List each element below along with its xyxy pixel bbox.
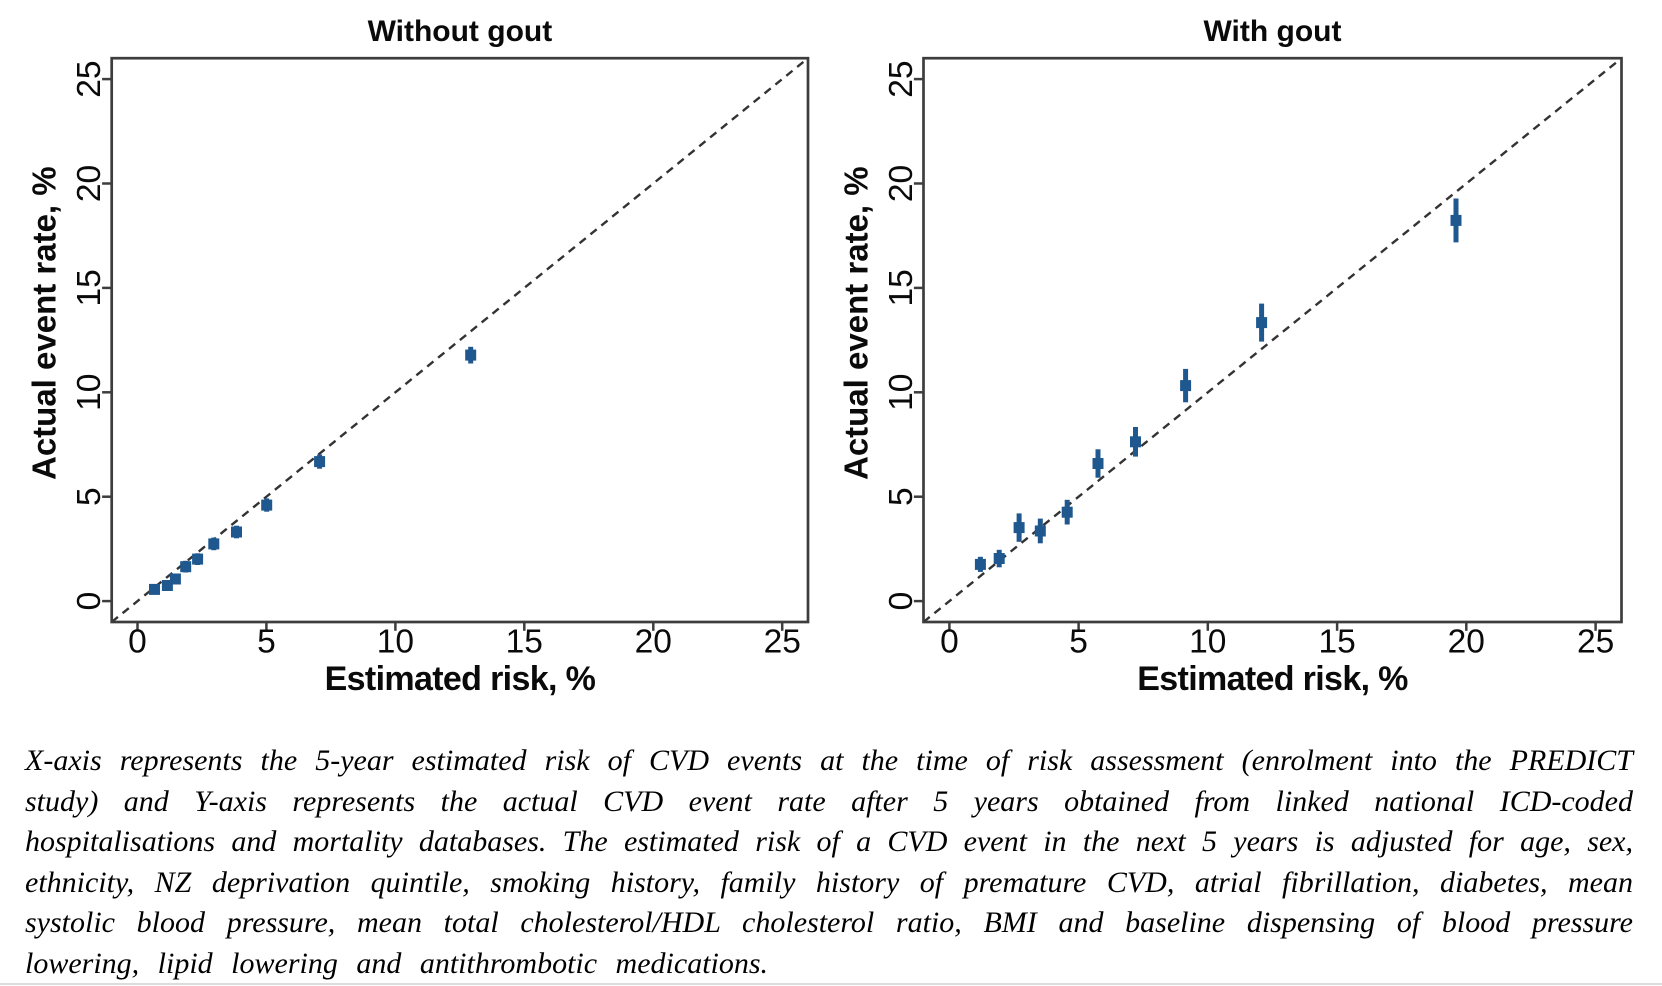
svg-text:15: 15 bbox=[1318, 624, 1355, 661]
svg-text:10: 10 bbox=[377, 624, 414, 661]
svg-text:20: 20 bbox=[71, 165, 108, 202]
svg-text:20: 20 bbox=[1448, 624, 1485, 661]
svg-text:5: 5 bbox=[257, 624, 276, 661]
svg-text:10: 10 bbox=[1189, 624, 1226, 661]
svg-text:Actual event rate, %: Actual event rate, % bbox=[26, 166, 63, 480]
svg-text:0: 0 bbox=[71, 592, 108, 611]
svg-text:25: 25 bbox=[883, 60, 920, 97]
svg-text:0: 0 bbox=[940, 624, 959, 661]
svg-text:15: 15 bbox=[71, 269, 108, 306]
svg-text:5: 5 bbox=[883, 487, 920, 506]
svg-text:10: 10 bbox=[71, 374, 108, 411]
svg-text:25: 25 bbox=[1577, 624, 1614, 661]
svg-text:5: 5 bbox=[1069, 624, 1088, 661]
svg-text:5: 5 bbox=[71, 487, 108, 506]
svg-text:Estimated risk, %: Estimated risk, % bbox=[1137, 660, 1408, 698]
svg-text:15: 15 bbox=[883, 269, 920, 306]
svg-text:0: 0 bbox=[883, 592, 920, 611]
svg-text:20: 20 bbox=[635, 624, 672, 661]
svg-text:0: 0 bbox=[128, 624, 147, 661]
svg-text:Without gout: Without gout bbox=[368, 15, 553, 48]
svg-text:With gout: With gout bbox=[1203, 15, 1341, 48]
svg-text:25: 25 bbox=[764, 624, 801, 661]
svg-text:Actual event rate, %: Actual event rate, % bbox=[838, 166, 875, 480]
svg-text:10: 10 bbox=[883, 374, 920, 411]
svg-text:25: 25 bbox=[71, 60, 108, 97]
svg-text:15: 15 bbox=[506, 624, 543, 661]
svg-text:20: 20 bbox=[883, 165, 920, 202]
svg-text:Estimated risk, %: Estimated risk, % bbox=[325, 660, 596, 698]
